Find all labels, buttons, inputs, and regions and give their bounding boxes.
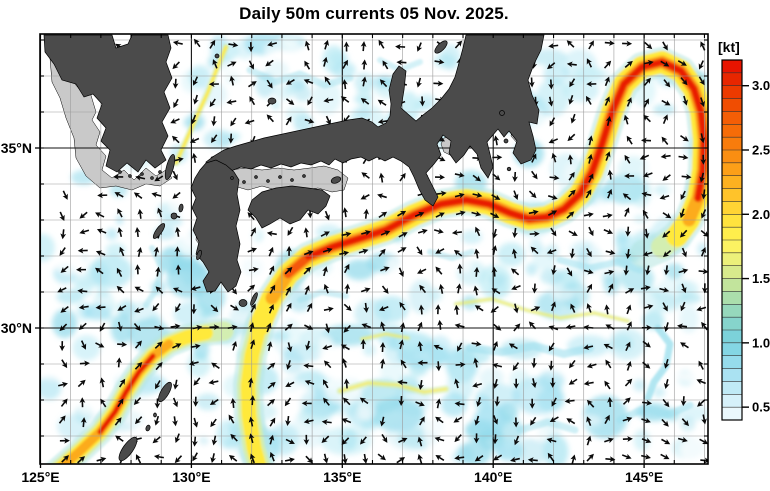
legend-tick-label: 2.0: [752, 207, 770, 222]
legend-tick-label: 1.0: [752, 335, 770, 350]
longitude-label: 130°E: [172, 469, 210, 485]
speed-colorbar-legend: [kt] 3.0 2.5 2.0 1.5 1.0 0.5: [718, 39, 770, 421]
legend-tick-label: 3.0: [752, 78, 770, 93]
island: [214, 53, 220, 59]
legend-tick-label: 0.5: [752, 400, 770, 415]
island: [506, 166, 512, 172]
map-title: Daily 50m currents 05 Nov. 2025.: [239, 4, 509, 23]
island: [153, 412, 157, 418]
latitude-label: 35°N: [1, 140, 32, 156]
legend-tick-label: 1.5: [752, 271, 770, 286]
island: [158, 381, 172, 403]
island: [267, 97, 277, 105]
current-vector-arrows: [57, 38, 708, 464]
korea-landmass: [43, 34, 173, 173]
island: [503, 138, 509, 144]
legend-unit-label: [kt]: [718, 39, 740, 55]
island: [145, 424, 151, 432]
island: [330, 176, 342, 184]
landmasses: [43, 34, 545, 462]
island: [178, 203, 184, 213]
island: [196, 249, 202, 261]
island: [238, 299, 248, 307]
axis-labels: 125°E 130°E 135°E 140°E 145°E 35°N 30°N: [1, 140, 664, 485]
honshu-landmass: [205, 34, 545, 207]
longitude-label: 140°E: [474, 469, 512, 485]
island: [164, 154, 176, 180]
latitude-label: 30°N: [1, 320, 32, 336]
island: [499, 110, 505, 116]
longitude-label: 145°E: [625, 469, 663, 485]
map-plot-area: [40, 34, 708, 464]
shikoku-landmass: [247, 185, 331, 229]
longitude-label: 125°E: [21, 469, 59, 485]
island: [434, 40, 448, 54]
kyushu-landmass: [190, 159, 242, 293]
island: [250, 292, 258, 306]
map-frame: [35, 33, 709, 468]
longitude-label: 135°E: [323, 469, 361, 485]
island: [152, 223, 166, 239]
legend-tick-label: 2.5: [752, 143, 770, 158]
island: [170, 212, 178, 220]
island: [118, 436, 138, 462]
